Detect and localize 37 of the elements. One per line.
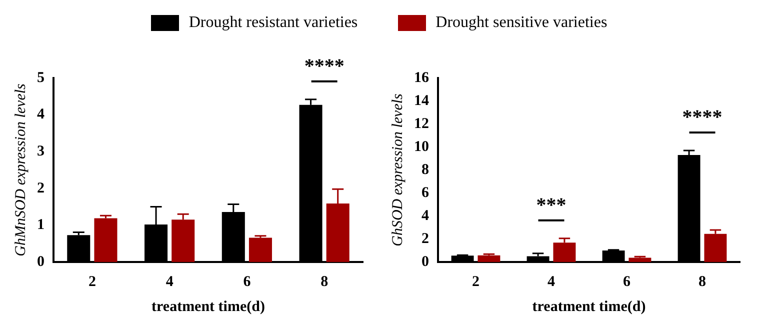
y-tick-label: 6 [422, 184, 430, 201]
x-axis-title: treatment time(d) [532, 298, 646, 315]
x-tick-label: 8 [698, 274, 706, 290]
y-tick-label: 8 [422, 162, 429, 178]
legend-label: Drought resistant varieties [188, 14, 358, 32]
y-tick-label: 12 [414, 116, 429, 132]
y-tick-label: 4 [422, 208, 430, 224]
legend-label: Drought sensitive varieties [436, 14, 608, 32]
y-tick-label: 1 [37, 217, 44, 234]
y-axis-title: GhSOD expression levels [390, 93, 406, 246]
bar [704, 234, 727, 262]
bar [478, 255, 500, 262]
x-tick-label: 6 [623, 274, 631, 290]
annotation: **** [682, 106, 722, 129]
bar [248, 238, 272, 262]
x-tick-label: 6 [243, 274, 252, 290]
annotation: **** [304, 56, 344, 78]
y-tick-label: 10 [414, 138, 429, 155]
y-tick-label: 2 [37, 180, 44, 196]
bar [94, 218, 118, 262]
y-tick-label: 14 [414, 92, 430, 109]
x-tick-label: 4 [548, 274, 556, 290]
bar [628, 258, 652, 262]
y-tick-label: 4 [37, 106, 45, 123]
y-tick-label: 2 [422, 230, 429, 247]
x-tick-label: 2 [472, 274, 480, 290]
y-axis-title: GhMnSOD expression levels [12, 83, 29, 256]
y-tick-label: 5 [37, 70, 44, 86]
y-tick-label: 0 [37, 254, 44, 270]
x-tick-label: 8 [320, 274, 328, 290]
x-tick-label: 2 [88, 274, 96, 290]
y-tick-label: 0 [422, 254, 429, 270]
y-tick-label: 16 [414, 70, 430, 86]
y-tick-label: 3 [37, 143, 44, 160]
annotation: *** [536, 194, 566, 217]
x-tick-label: 4 [166, 274, 174, 290]
x-axis-title: treatment time(d) [152, 298, 265, 315]
